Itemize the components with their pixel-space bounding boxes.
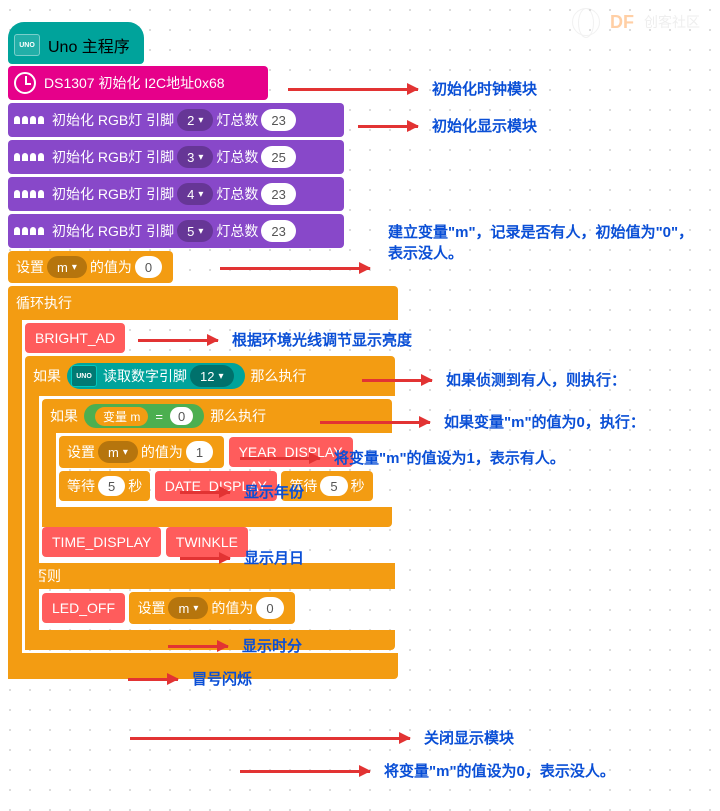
arrow-icon	[362, 379, 432, 382]
watermark: DF 创客社区	[572, 8, 700, 36]
watermark-logo: DF	[610, 12, 634, 33]
rgb-init-row-3[interactable]: 初始化 RGB灯 引脚 5 灯总数 23	[8, 214, 344, 248]
rgb-pin-dropdown[interactable]: 5	[177, 220, 213, 242]
arrow-icon	[220, 267, 370, 270]
rgb-init-row-2[interactable]: 初始化 RGB灯 引脚 4 灯总数 23	[8, 177, 344, 211]
rgb-prefix: 初始化 RGB灯 引脚	[52, 184, 174, 204]
annotation-3: 建立变量"m"，记录是否有人，初始值为"0"，表示没人。	[358, 222, 698, 264]
annotation-6: 如果变量"m"的值为0，执行：	[320, 412, 645, 433]
func-label: BRIGHT_AD	[35, 330, 115, 346]
func-time-display[interactable]: TIME_DISPLAY	[42, 527, 161, 557]
annotation-9: 显示月日	[180, 548, 304, 569]
func-led-off[interactable]: LED_OFF	[42, 593, 125, 623]
rgb-count-input[interactable]: 23	[261, 183, 295, 205]
annotation-12: 关闭显示模块	[130, 728, 514, 749]
set-var-m-one[interactable]: 设置 m 的值为 1	[59, 436, 224, 468]
watermark-sub: 创客社区	[644, 12, 700, 32]
led-icon	[14, 153, 44, 161]
arrow-icon	[180, 491, 230, 494]
rgb-pin-dropdown[interactable]: 3	[177, 146, 213, 168]
then-label: 那么执行	[210, 406, 266, 426]
annotation-10: 显示时分	[168, 636, 302, 657]
if-label: 如果	[33, 366, 61, 386]
pin-dropdown[interactable]: 12	[190, 365, 234, 387]
annotation-5: 如果侦测到有人，则执行：	[362, 370, 626, 391]
rgb-count-label: 灯总数	[216, 221, 258, 241]
led-icon	[14, 116, 44, 124]
var-value-input[interactable]: 1	[186, 441, 213, 463]
var-value-input[interactable]: 0	[256, 597, 283, 619]
rgb-init-row-0[interactable]: 初始化 RGB灯 引脚 2 灯总数 23	[8, 103, 344, 137]
rgb-pin-dropdown[interactable]: 2	[177, 109, 213, 131]
led-icon	[14, 227, 44, 235]
annotation-4: 根据环境光线调节显示亮度	[138, 330, 412, 351]
ds1307-init-block[interactable]: DS1307 初始化 I2C地址0x68	[8, 66, 268, 100]
rgb-count-input[interactable]: 23	[261, 220, 295, 242]
arrow-icon	[240, 457, 320, 460]
hat-block-uno[interactable]: Uno 主程序	[8, 22, 144, 64]
annotation-13: 将变量"m"的值设为0，表示没人。	[240, 761, 615, 782]
setvar-prefix: 设置	[16, 257, 44, 277]
loop-header: 循环执行	[8, 286, 398, 320]
rgb-init-row-1[interactable]: 初始化 RGB灯 引脚 3 灯总数 25	[8, 140, 344, 174]
wait-value[interactable]: 5	[98, 476, 125, 496]
annotation-2: 初始化显示模块	[358, 116, 537, 137]
annotation-8: 显示年份	[180, 482, 304, 503]
var-reporter[interactable]: 变量 m	[95, 407, 148, 426]
var-dropdown[interactable]: m	[47, 256, 87, 278]
equals-operator[interactable]: 变量 m = 0	[84, 404, 204, 428]
compare-value[interactable]: 0	[170, 407, 193, 425]
hat-label: Uno 主程序	[48, 33, 130, 57]
var-dropdown[interactable]: m	[98, 441, 138, 463]
led-icon	[14, 190, 44, 198]
if-label: 如果	[50, 406, 78, 426]
set-var-m-init[interactable]: 设置 m 的值为 0	[8, 251, 173, 283]
rgb-count-input[interactable]: 23	[261, 109, 295, 131]
op-label: =	[155, 409, 163, 424]
annotation-11: 冒号闪烁	[128, 669, 252, 690]
wait-block-1[interactable]: 等待 5 秒	[59, 471, 150, 501]
arrow-icon	[138, 339, 218, 342]
arrow-icon	[168, 645, 228, 648]
arrow-icon	[180, 557, 230, 560]
clock-icon	[14, 72, 36, 94]
arrow-icon	[358, 125, 418, 128]
annotation-7: 将变量"m"的值设为1，表示有人。	[240, 448, 565, 469]
if-digital-read[interactable]: 如果 读取数字引脚 12 那么执行 如果	[25, 356, 395, 650]
uno-chip-icon	[71, 365, 97, 387]
rgb-prefix: 初始化 RGB灯 引脚	[52, 221, 174, 241]
var-value-input[interactable]: 0	[135, 256, 162, 278]
rgb-count-label: 灯总数	[216, 110, 258, 130]
rgb-count-label: 灯总数	[216, 184, 258, 204]
rgb-prefix: 初始化 RGB灯 引脚	[52, 110, 174, 130]
annotation-3-arrow	[220, 267, 370, 270]
setvar-middle: 的值为	[90, 257, 132, 277]
loop-label: 循环执行	[16, 293, 72, 313]
digital-read-reporter[interactable]: 读取数字引脚 12	[67, 363, 245, 389]
arrow-icon	[130, 737, 410, 740]
if-header: 如果 读取数字引脚 12 那么执行	[25, 356, 395, 396]
arrow-icon	[240, 770, 370, 773]
uno-chip-icon	[14, 34, 40, 56]
rgb-count-input[interactable]: 25	[261, 146, 295, 168]
func-bright-ad[interactable]: BRIGHT_AD	[25, 323, 125, 353]
ds1307-label: DS1307 初始化 I2C地址0x68	[44, 73, 225, 93]
rgb-prefix: 初始化 RGB灯 引脚	[52, 147, 174, 167]
wait-value[interactable]: 5	[320, 476, 347, 496]
rgb-pin-dropdown[interactable]: 4	[177, 183, 213, 205]
arrow-icon	[128, 678, 178, 681]
globe-icon	[572, 8, 600, 36]
annotation-1: 初始化时钟模块	[288, 79, 537, 100]
rgb-count-label: 灯总数	[216, 147, 258, 167]
then-label: 那么执行	[251, 366, 307, 386]
arrow-icon	[288, 88, 418, 91]
var-dropdown[interactable]: m	[168, 597, 208, 619]
set-var-m-zero[interactable]: 设置 m 的值为 0	[129, 592, 294, 624]
arrow-icon	[320, 421, 430, 424]
read-pin-label: 读取数字引脚	[103, 366, 187, 386]
